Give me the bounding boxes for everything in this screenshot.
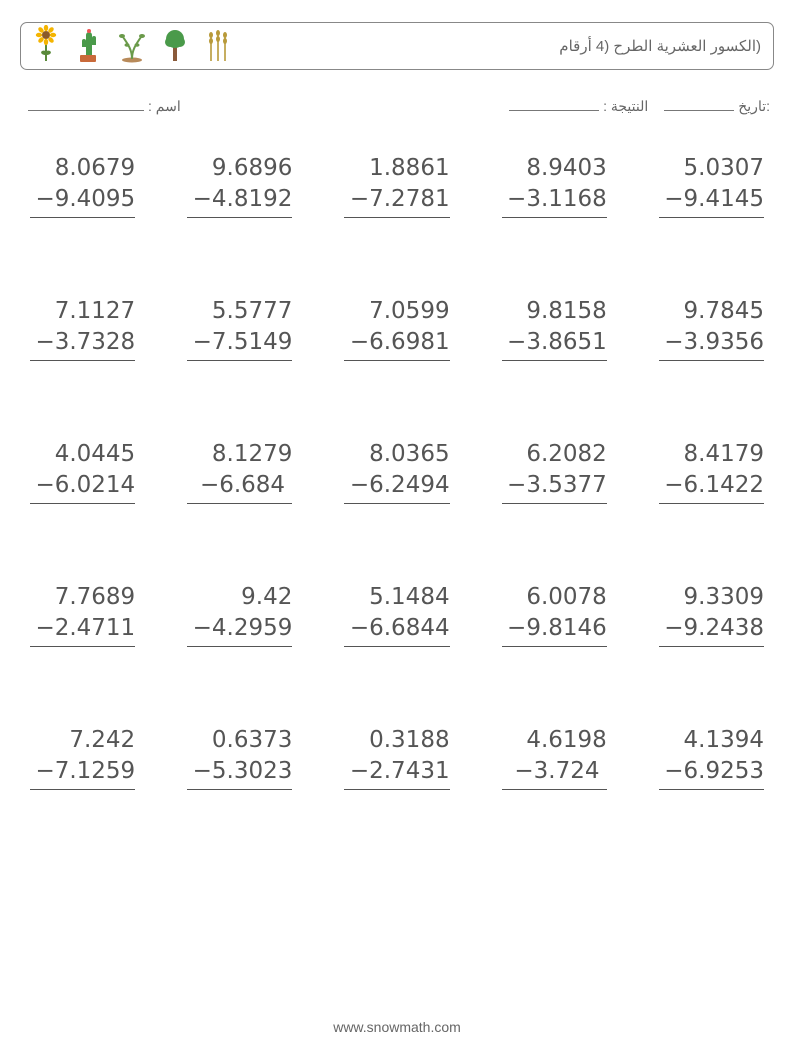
meta-row: :تاريخ النتيجة : اسم : [24,98,770,115]
subtraction-problem: 7.0599−6.6981 [344,296,449,361]
minuend: 7.1127 [30,296,135,327]
minuend: 8.4179 [659,439,764,470]
minuend: 6.2082 [502,439,607,470]
subtraction-problem: 5.1484−6.6844 [344,582,449,647]
subtrahend: −5.3023 [187,756,292,790]
subtraction-problem: 6.2082−3.5377 [502,439,607,504]
header-box: (الكسور العشرية الطرح (4 أرقام [20,22,774,70]
date-label: :تاريخ [738,98,770,115]
subtrahend: −2.4711 [30,613,135,647]
sprout-icon [117,25,147,68]
subtraction-problem: 9.7845−3.9356 [659,296,764,361]
subtraction-problem: 7.1127−3.7328 [30,296,135,361]
subtrahend: −3.5377 [502,470,607,504]
minuend: 4.1394 [659,725,764,756]
subtraction-problem: 4.0445−6.0214 [30,439,135,504]
subtraction-problem: 4.6198−3.724 [502,725,607,790]
subtrahend: −3.1168 [502,184,607,218]
minuend: 9.7845 [659,296,764,327]
subtrahend: −6.0214 [30,470,135,504]
minuend: 7.7689 [30,582,135,613]
footer-url: www.snowmath.com [0,1019,794,1035]
subtrahend: −2.7431 [344,756,449,790]
minuend: 4.0445 [30,439,135,470]
minuend: 1.8861 [344,153,449,184]
subtraction-problem: 9.3309−9.2438 [659,582,764,647]
subtrahend: −3.8651 [502,327,607,361]
subtrahend: −6.1422 [659,470,764,504]
minuend: 8.0365 [344,439,449,470]
subtrahend: −6.2494 [344,470,449,504]
subtrahend: −7.2781 [344,184,449,218]
minuend: 7.242 [30,725,135,756]
subtraction-problem: 8.0365−6.2494 [344,439,449,504]
cactus-icon [73,25,103,68]
minuend: 6.0078 [502,582,607,613]
subtraction-problem: 9.42−4.2959 [187,582,292,647]
subtraction-problem: 7.7689−2.4711 [30,582,135,647]
minuend: 9.3309 [659,582,764,613]
name-field: اسم : [24,98,181,115]
subtrahend: −6.9253 [659,756,764,790]
name-line [28,98,144,111]
subtraction-problem: 5.5777−7.5149 [187,296,292,361]
subtraction-problem: 8.0679−9.4095 [30,153,135,218]
subtraction-problem: 6.0078−9.8146 [502,582,607,647]
subtrahend: −4.2959 [187,613,292,647]
subtrahend: −3.724 [502,756,607,790]
minuend: 4.6198 [502,725,607,756]
subtraction-problem: 9.6896−4.8192 [187,153,292,218]
subtrahend: −6.6844 [344,613,449,647]
subtrahend: −9.2438 [659,613,764,647]
subtraction-problem: 4.1394−6.9253 [659,725,764,790]
subtrahend: −9.4095 [30,184,135,218]
minuend: 7.0599 [344,296,449,327]
subtrahend: −6.6981 [344,327,449,361]
subtrahend: −9.8146 [502,613,607,647]
subtraction-problem: 5.0307−9.4145 [659,153,764,218]
sunflower-icon [33,25,59,68]
subtraction-problem: 0.6373−5.3023 [187,725,292,790]
subtrahend: −7.1259 [30,756,135,790]
minuend: 0.3188 [344,725,449,756]
score-label: النتيجة : [603,98,648,115]
subtraction-problem: 1.8861−7.2781 [344,153,449,218]
minuend: 5.5777 [187,296,292,327]
problems-grid: 8.0679−9.4095 9.6896−4.8192 1.8861−7.2781 8… [20,153,774,790]
minuend: 9.8158 [502,296,607,327]
subtraction-problem: 7.242−7.1259 [30,725,135,790]
minuend: 8.1279 [187,439,292,470]
minuend: 5.0307 [659,153,764,184]
subtrahend: −9.4145 [659,184,764,218]
subtrahend: −4.8192 [187,184,292,218]
minuend: 9.6896 [187,153,292,184]
subtrahend: −3.7328 [30,327,135,361]
minuend: 9.42 [187,582,292,613]
subtraction-problem: 0.3188−2.7431 [344,725,449,790]
minuend: 8.0679 [30,153,135,184]
minuend: 8.9403 [502,153,607,184]
tree-icon [161,25,189,68]
subtrahend: −6.684 [187,470,292,504]
subtrahend: −7.5149 [187,327,292,361]
subtraction-problem: 8.4179−6.1422 [659,439,764,504]
subtraction-problem: 8.9403−3.1168 [502,153,607,218]
subtrahend: −3.9356 [659,327,764,361]
score-field: النتيجة : [505,98,648,115]
date-field: :تاريخ [660,98,770,115]
header-icons [33,25,233,68]
subtraction-problem: 9.8158−3.8651 [502,296,607,361]
minuend: 0.6373 [187,725,292,756]
subtraction-problem: 8.1279−6.684 [187,439,292,504]
worksheet-title: (الكسور العشرية الطرح (4 أرقام [559,37,761,55]
minuend: 5.1484 [344,582,449,613]
wheat-icon [203,25,233,68]
score-line [509,98,599,111]
date-line [664,98,734,111]
name-label: اسم : [148,98,181,115]
